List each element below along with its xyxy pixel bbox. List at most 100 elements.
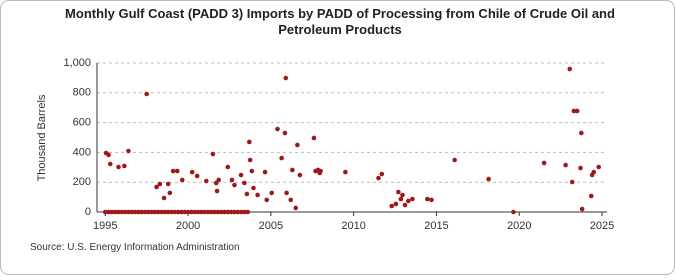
point [247,139,252,145]
point [567,66,573,72]
point [179,209,184,215]
y-tick-label: 200 [73,176,91,188]
point [569,179,575,185]
point [297,172,303,178]
point [112,209,118,215]
point [169,209,174,215]
point [591,169,597,175]
point [179,177,185,183]
point [215,209,221,215]
point [596,164,602,170]
y-tick-label: 800 [73,87,91,99]
point [247,157,253,163]
point [126,148,131,154]
point [152,209,158,215]
point [242,180,247,186]
point [283,75,289,81]
point [249,168,255,174]
point [244,191,250,197]
point [122,209,128,215]
point [410,196,415,202]
point [195,209,201,215]
point [225,164,231,170]
point [139,209,145,215]
point [238,209,244,215]
point [282,130,288,136]
point [486,176,491,182]
point [126,209,131,215]
point [398,196,404,202]
point [216,177,222,183]
point [571,108,577,114]
y-axis-label: Thousand Barrels [36,94,48,181]
point [225,209,231,215]
point [175,209,181,215]
x-tick-label: 2010 [341,220,365,232]
point [295,142,300,148]
point [116,164,121,170]
point [396,189,401,195]
point [212,209,217,215]
x-tick-label: 2005 [259,220,283,232]
point [251,185,256,191]
point [245,209,250,215]
point [203,178,209,184]
point [343,169,348,175]
point [157,181,163,187]
point [144,91,149,97]
point [393,201,399,207]
point [107,161,113,167]
point [228,209,234,215]
point [182,209,188,215]
point [199,209,204,215]
point [170,168,176,174]
point [578,165,583,171]
point [262,169,268,175]
point [232,209,237,215]
point [429,197,434,203]
point [402,202,408,208]
y-tick-label: 1,000 [63,57,91,69]
point [210,151,216,157]
x-tick-label: 2015 [424,220,448,232]
point [106,152,111,158]
point [208,209,214,215]
point [149,209,154,215]
point [284,190,289,196]
point [189,209,194,215]
point [202,209,207,215]
point [205,209,211,215]
point [574,108,580,114]
point [235,209,241,215]
point [155,209,161,215]
point [162,209,168,215]
point [218,209,224,215]
point [175,168,180,174]
point [563,162,568,168]
chart-title: Monthly Gulf Coast (PADD 3) Imports by P… [65,6,615,37]
point [154,184,159,190]
point [172,209,178,215]
point [425,196,430,202]
point [255,192,260,198]
point [167,190,173,196]
point [452,157,457,163]
point [192,209,197,215]
point [122,163,127,169]
point [579,206,585,212]
point [579,130,584,136]
point [318,168,323,174]
point [222,209,227,215]
point [376,175,381,181]
point [116,209,121,215]
x-tick-label: 2025 [590,220,614,232]
point [185,209,191,215]
point [232,182,237,188]
point [379,171,385,177]
point [159,209,164,215]
point [102,209,108,215]
point [109,209,115,215]
